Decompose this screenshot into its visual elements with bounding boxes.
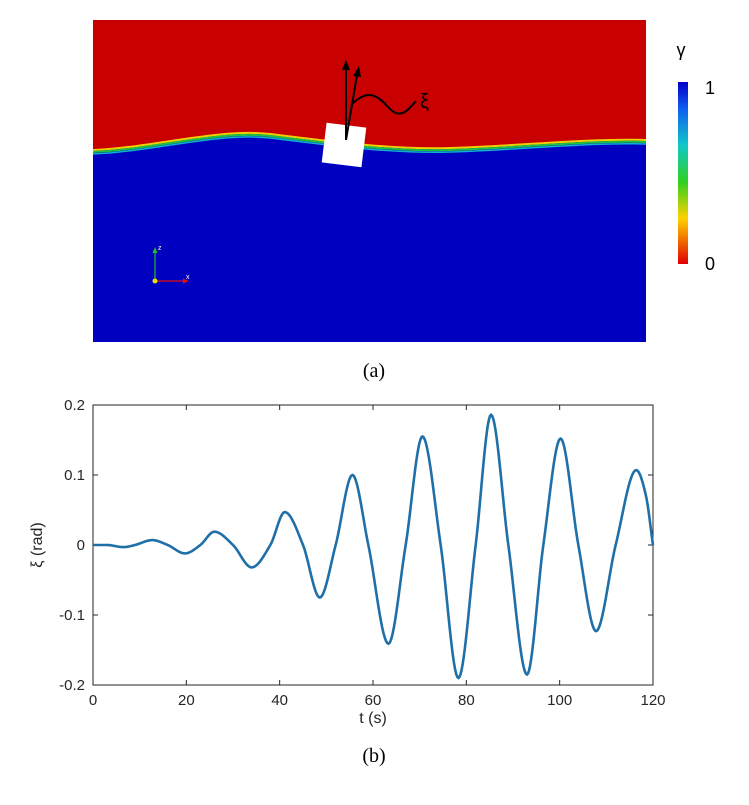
axis-triad-icon: x z [152,245,190,284]
water-region [93,132,646,342]
body-axis-arrow [345,74,358,141]
colorbar-min-label: 0 [705,254,715,274]
panel-a-simulation: ξ x z γ 1 0 (a) [0,0,749,390]
x-tick-label: 100 [547,692,572,709]
y-tick-label: -0.2 [59,677,85,694]
panel-b-chart: 0 20 40 60 80 100 120 -0.2 -0.1 0 0.1 0.2 t (s) ξ (… [0,390,749,800]
plot-frame [92,404,654,686]
x-tick-label: 60 [365,692,382,709]
caption-a: (a) [363,360,385,382]
caption-b: (b) [362,745,385,767]
y-axis-label: ξ (rad) [29,522,46,567]
x-axis-label: t (s) [359,710,387,727]
floating-body [321,122,367,168]
x-tick-label: 80 [458,692,475,709]
y-tick-label: 0.2 [64,397,85,414]
series-line-xi [93,412,655,680]
y-tick-label: 0 [77,537,85,554]
colorbar-title: γ [677,40,686,60]
colorbar [678,82,688,264]
x-tick-label: 20 [178,692,195,709]
colorbar-max-label: 1 [705,78,715,98]
vertical-arrowhead-icon [342,60,350,70]
y-tick-label: -0.1 [59,607,85,624]
axis-z-label: z [158,245,162,252]
x-tick-label: 120 [640,692,665,709]
x-tick-label: 40 [271,692,288,709]
angle-label: ξ [420,91,429,113]
simulation-svg: ξ x z γ 1 0 (a) [93,20,715,382]
fluid-domain [93,20,646,342]
y-tick-label: 0.1 [64,467,85,484]
time-series-chart: 0 20 40 60 80 100 120 -0.2 -0.1 0 0.1 0.2 t (s) ξ (… [29,397,666,767]
body-axis-arrowhead-icon [353,66,361,77]
x-tick-label: 0 [89,692,97,709]
angle-leader-line [350,94,417,115]
axis-x-label: x [186,274,190,281]
